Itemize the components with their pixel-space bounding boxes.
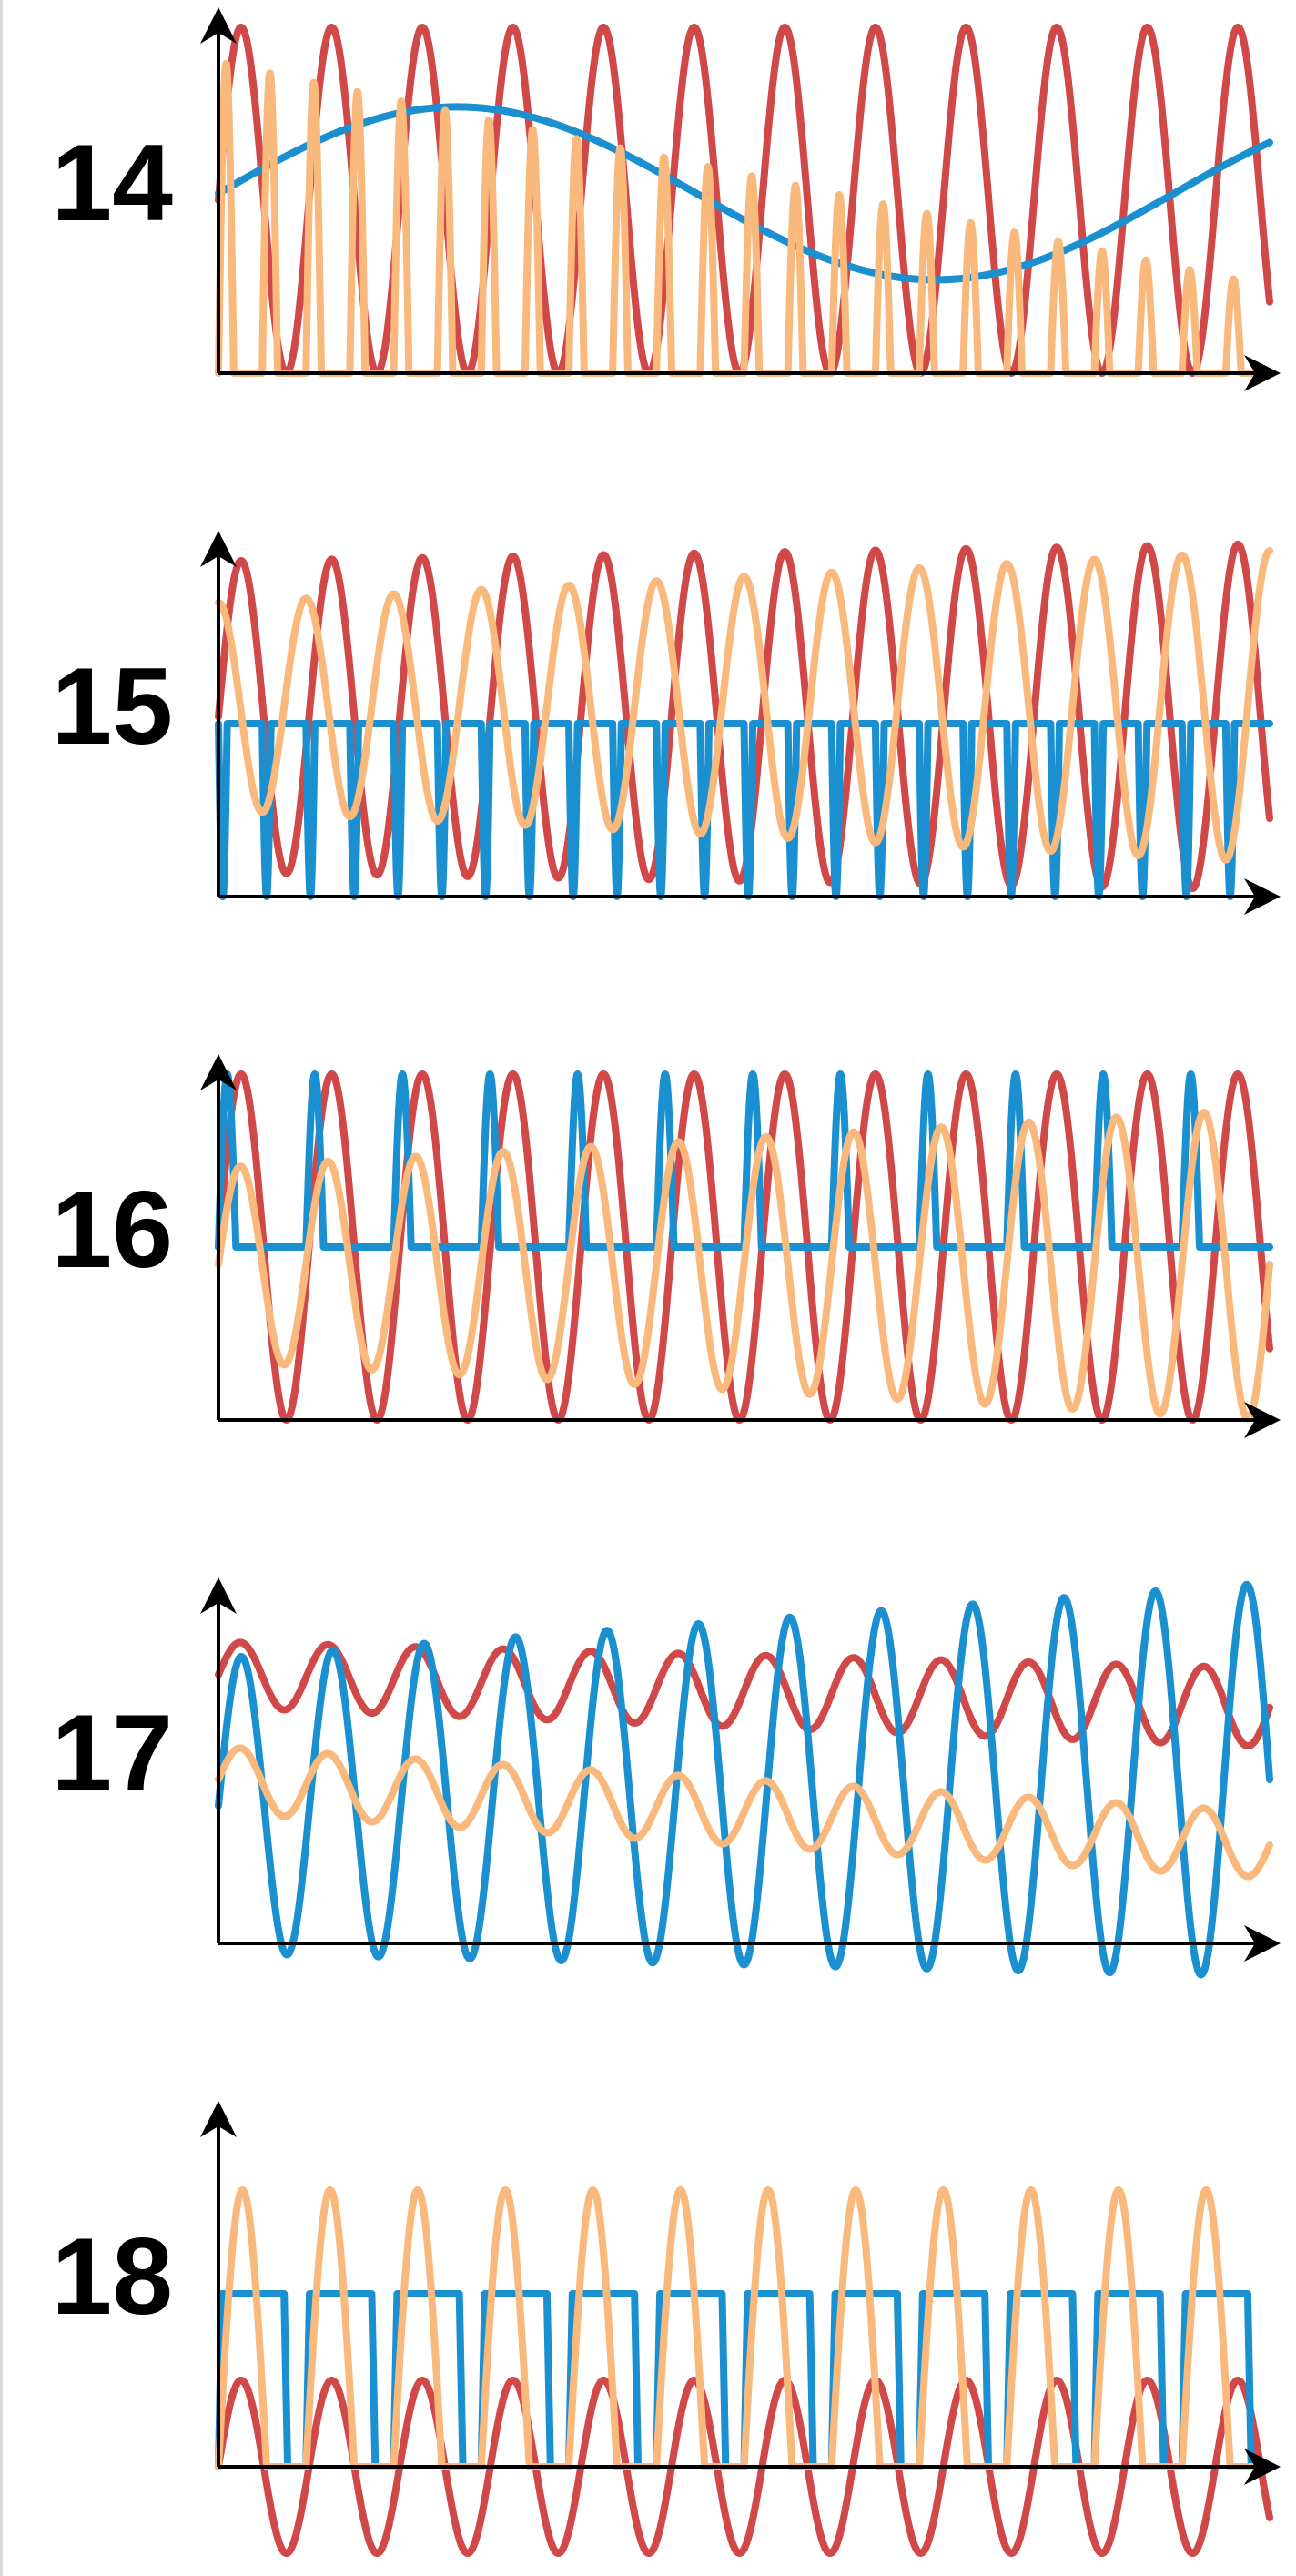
series-blue-line — [215, 103, 1273, 284]
panel-18: 18 — [52, 2101, 1281, 2557]
series-red-line — [215, 1638, 1273, 1750]
series-red-line — [215, 2377, 1273, 2557]
panel-label-16: 16 — [52, 1169, 173, 1291]
panel-label-14: 14 — [52, 122, 174, 244]
series-orange-line — [215, 1744, 1273, 1881]
panel-label-18: 18 — [52, 2216, 173, 2338]
panel-16: 16 — [52, 1054, 1281, 1438]
series-blue-line — [215, 720, 1273, 900]
panel-14: 14 — [52, 7, 1281, 391]
panel-label-15: 15 — [52, 645, 173, 767]
series-blue-line — [215, 1070, 1273, 1251]
left-border-line — [0, 0, 3, 2576]
panel-label-17: 17 — [52, 1692, 173, 1814]
panel-17: 17 — [52, 1577, 1281, 1979]
series-orange-line — [215, 1109, 1273, 1423]
series-red-line — [215, 1070, 1273, 1424]
panel-15: 15 — [52, 531, 1281, 915]
series-orange-line — [215, 547, 1273, 864]
series-blue-line — [215, 1580, 1273, 1979]
